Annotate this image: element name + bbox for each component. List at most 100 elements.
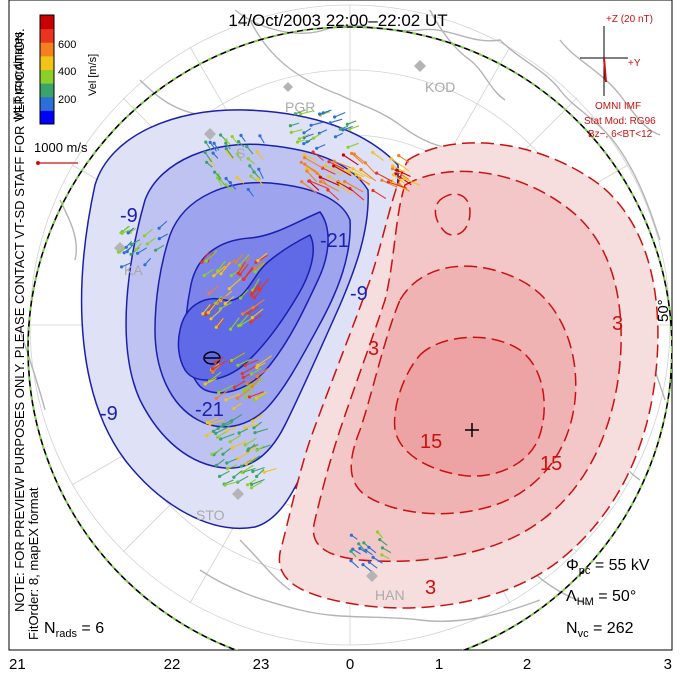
- velocity-vector-origin: [250, 316, 254, 320]
- velocity-vector-origin: [211, 370, 215, 374]
- velocity-vector-origin: [224, 147, 228, 151]
- velocity-vector: [264, 467, 277, 473]
- velocity-vector: [254, 262, 265, 273]
- velocity-vector-origin: [225, 467, 229, 471]
- velocity-vector-origin: [346, 145, 350, 149]
- velocity-vector: [244, 359, 259, 366]
- velocity-vector-origin: [129, 252, 133, 256]
- velocity-vector: [234, 380, 246, 388]
- velocity-vector: [372, 152, 384, 161]
- velocity-vector-origin: [122, 251, 126, 255]
- velocity-vector: [225, 184, 234, 192]
- velocity-vector-origin: [332, 159, 336, 163]
- velocity-vector-origin: [224, 138, 228, 142]
- velocity-vector: [215, 390, 228, 399]
- velocity-vector-origin: [345, 122, 349, 126]
- velocity-vector-origin: [203, 382, 207, 386]
- velocity-vector-origin: [250, 482, 254, 486]
- velocity-vector: [225, 178, 234, 187]
- velocity-vector-origin: [250, 384, 254, 388]
- velocity-vector-origin: [237, 140, 241, 144]
- velocity-vector-origin: [328, 121, 332, 125]
- velocity-vector-origin: [253, 431, 257, 435]
- velocity-vector-origin: [309, 123, 313, 127]
- velocity-vector: [231, 352, 245, 361]
- velocity-vector: [144, 228, 154, 237]
- colorbar-tick-400: 400: [58, 66, 76, 78]
- velocity-vector: [360, 169, 377, 182]
- velocity-vector-origin: [402, 176, 406, 180]
- hmb-boundary: [27, 26, 672, 650]
- velocity-vector-origin: [250, 291, 254, 296]
- velocity-vector: [338, 184, 352, 195]
- velocity-vector-origin: [236, 363, 240, 367]
- velocity-vector-origin: [249, 320, 253, 324]
- velocity-vector-origin: [245, 382, 249, 386]
- velocity-vector-origin: [358, 546, 362, 551]
- velocity-vector: [242, 306, 254, 315]
- velocity-vector: [328, 176, 345, 186]
- mlt-tick-0: 0: [346, 656, 354, 673]
- velocity-vector-origin: [391, 173, 395, 177]
- velocity-vector: [120, 225, 131, 234]
- velocity-vector: [224, 296, 235, 305]
- velocity-vector-origin: [249, 372, 253, 376]
- velocity-vector: [303, 133, 314, 139]
- velocity-vector: [239, 263, 249, 275]
- velocity-vector: [211, 448, 223, 455]
- station-label-sto: STO: [196, 507, 225, 523]
- velocity-vector: [251, 368, 262, 375]
- velocity-vector-origin: [237, 263, 242, 267]
- velocity-vector-origin: [371, 188, 375, 193]
- velocity-vector: [359, 177, 371, 185]
- velocity-vector: [231, 440, 247, 449]
- velocity-vectors: [116, 109, 421, 572]
- velocity-colorbar: 600 400 200 Vel [m/s]: [39, 14, 99, 125]
- velocity-vector-origin: [225, 429, 229, 433]
- velocity-vector: [209, 419, 225, 425]
- velocity-vector: [251, 281, 262, 294]
- velocity-vector: [258, 168, 264, 179]
- velocity-vector-origin: [333, 115, 337, 119]
- velocity-vector-origin: [333, 135, 338, 139]
- velocity-vector: [243, 266, 253, 280]
- velocity-vector-origin: [352, 152, 356, 156]
- velocity-vector-origin: [214, 325, 218, 329]
- colorbar-swatch: [40, 110, 54, 125]
- contour-label-pos-1: 3: [368, 338, 379, 360]
- velocity-vector-origin: [254, 396, 258, 400]
- velocity-vector: [220, 261, 231, 275]
- velocity-vector-origin: [338, 127, 342, 131]
- velocity-vector-origin: [229, 327, 233, 331]
- velocity-vector-origin: [208, 140, 212, 144]
- velocity-vector: [222, 447, 232, 455]
- velocity-vector-origin: [240, 372, 244, 376]
- imf-y-label: +Y: [628, 58, 641, 69]
- velocity-vector-origin: [257, 288, 262, 292]
- velocity-vector-origin: [239, 464, 243, 468]
- velocity-vector-origin: [375, 171, 379, 175]
- contour-label-neg-4: -9: [100, 403, 118, 425]
- velocity-vector: [201, 251, 210, 263]
- velocity-vector: [251, 308, 264, 319]
- velocity-vector-origin: [251, 306, 255, 310]
- velocity-vector: [334, 111, 346, 118]
- velocity-vector-origin: [249, 174, 253, 178]
- potential-min-marker: [203, 351, 221, 365]
- velocity-vector-origin: [120, 265, 124, 269]
- velocity-vector-origin: [312, 136, 316, 140]
- velocity-vector-origin: [241, 277, 246, 281]
- velocity-vector: [333, 165, 352, 177]
- velocity-vector: [372, 556, 383, 564]
- velocity-vector: [238, 314, 249, 327]
- velocity-vector: [257, 355, 272, 366]
- velocity-vector-origin: [201, 312, 205, 316]
- velocity-vector: [209, 142, 217, 152]
- velocity-vector-origin: [243, 363, 247, 367]
- velocity-vector-origin: [300, 180, 304, 184]
- velocity-vector-origin: [255, 474, 259, 479]
- velocity-vector: [240, 289, 249, 299]
- velocity-vector-origin: [302, 142, 306, 146]
- mlt-tick-21: 21: [9, 656, 26, 673]
- velocity-vector: [224, 480, 240, 486]
